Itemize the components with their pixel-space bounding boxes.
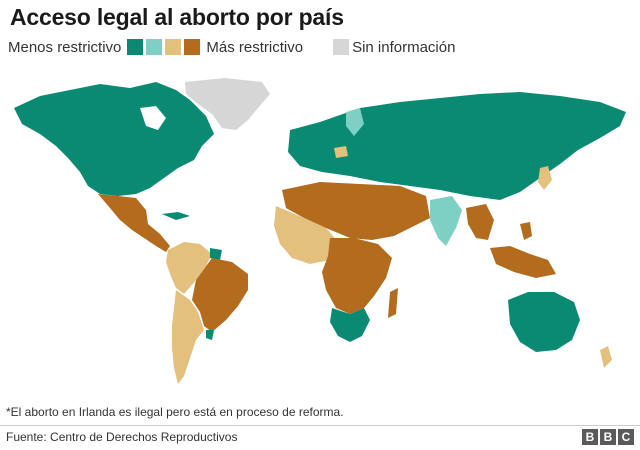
region-guianas — [210, 248, 222, 260]
region-southern-africa — [330, 308, 370, 342]
bbc-logo-b2: B — [600, 429, 616, 445]
legend-swatch-no-info — [333, 39, 350, 55]
region-madagascar — [388, 288, 398, 318]
region-southern-cone — [172, 290, 204, 384]
region-indonesia — [490, 246, 556, 278]
region-brazil — [192, 258, 248, 332]
world-map-svg — [14, 78, 626, 384]
region-new-zealand — [600, 346, 612, 368]
legend-more-label: Más restrictivo — [206, 38, 304, 56]
region-poland — [334, 146, 348, 158]
region-uruguay — [206, 330, 214, 340]
legend: Menos restrictivo Más restrictivo Sin in… — [8, 38, 455, 56]
region-north-america — [14, 82, 214, 196]
region-philippines — [520, 222, 532, 240]
legend-swatch-1 — [127, 39, 144, 55]
chart-title: Acceso legal al aborto por país — [10, 4, 344, 30]
legend-swatch-4 — [184, 39, 201, 55]
legend-swatch-3 — [165, 39, 182, 55]
world-map — [0, 68, 640, 398]
legend-swatch-2 — [146, 39, 163, 55]
bbc-logo: B B C — [582, 429, 634, 445]
region-greenland — [185, 78, 270, 130]
region-southeast-asia — [466, 204, 494, 240]
region-central-africa — [322, 238, 392, 314]
region-australia — [508, 292, 580, 352]
footnote: *El aborto en Irlanda es ilegal pero est… — [6, 405, 344, 419]
region-scandinavia — [346, 108, 364, 136]
bbc-logo-b1: B — [582, 429, 598, 445]
divider — [0, 425, 640, 426]
legend-no-info-label: Sin información — [352, 38, 456, 56]
region-india — [430, 196, 462, 246]
source-text: Fuente: Centro de Derechos Reproductivos — [6, 430, 238, 444]
region-middle-east-north-africa — [282, 182, 430, 240]
region-japan — [538, 166, 552, 190]
legend-less-label: Menos restrictivo — [8, 38, 122, 56]
region-caribbean — [162, 212, 190, 220]
region-mexico-central-america — [98, 194, 170, 252]
region-south-america-north — [166, 242, 212, 294]
region-west-africa — [274, 206, 340, 264]
bbc-logo-c: C — [618, 429, 634, 445]
